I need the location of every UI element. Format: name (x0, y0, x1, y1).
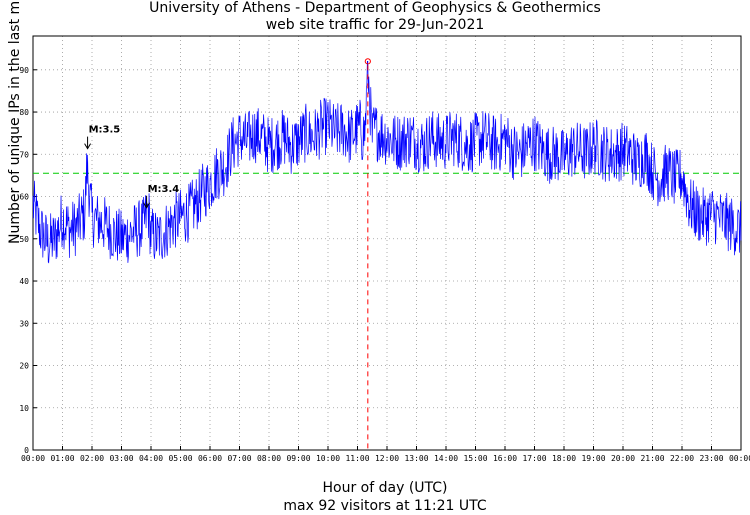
earthquake-annotation-label: M:3.4 (148, 184, 180, 195)
y-tick-label: 60 (19, 193, 29, 202)
max-visitors-caption: max 92 visitors at 11:21 UTC (283, 498, 487, 514)
y-tick-label: 30 (19, 319, 29, 328)
x-tick-label: 11:00 (345, 454, 369, 463)
annotation-arrow-head (143, 202, 151, 209)
y-tick-label: 0 (24, 446, 29, 455)
x-tick-label: 06:00 (198, 454, 222, 463)
x-tick-label: 13:00 (404, 454, 428, 463)
y-tick-label: 70 (19, 150, 29, 159)
x-tick-label: 14:00 (434, 454, 458, 463)
y-tick-label: 80 (19, 108, 29, 117)
x-tick-label: 02:00 (80, 454, 104, 463)
x-tick-label: 10:00 (316, 454, 340, 463)
x-tick-label: 19:00 (581, 454, 605, 463)
y-tick-label: 90 (19, 66, 29, 75)
y-tick-label: 10 (19, 404, 29, 413)
x-tick-label: 01:00 (50, 454, 74, 463)
x-tick-label: 22:00 (670, 454, 694, 463)
chart-subtitle: web site traffic for 29-Jun-2021 (265, 17, 485, 33)
x-tick-label: 21:00 (640, 454, 664, 463)
x-tick-label: 16:00 (493, 454, 517, 463)
x-tick-label: 09:00 (286, 454, 310, 463)
x-tick-label: 20:00 (611, 454, 635, 463)
x-tick-label: 08:00 (257, 454, 281, 463)
x-axis-label: Hour of day (UTC) (322, 480, 448, 496)
x-tick-label: 00:00 (729, 454, 750, 463)
earthquake-annotation-label: M:3.5 (89, 125, 121, 136)
x-tick-label: 00:00 (21, 454, 45, 463)
plot-frame (32, 35, 742, 451)
x-tick-label: 03:00 (109, 454, 133, 463)
x-tick-label: 12:00 (375, 454, 399, 463)
x-tick-label: 23:00 (699, 454, 723, 463)
x-tick-label: 17:00 (522, 454, 546, 463)
x-tick-label: 04:00 (139, 454, 163, 463)
x-tick-label: 07:00 (227, 454, 251, 463)
annotation-arrow-head (84, 143, 92, 150)
y-tick-label: 20 (19, 362, 29, 371)
y-tick-label: 50 (19, 235, 29, 244)
chart-title: University of Athens - Department of Geo… (149, 0, 601, 16)
x-tick-label: 05:00 (168, 454, 192, 463)
traffic-series-line (32, 61, 742, 264)
x-tick-label: 15:00 (463, 454, 487, 463)
x-tick-label: 18:00 (552, 454, 576, 463)
y-tick-label: 40 (19, 277, 29, 286)
max-visitors-marker (364, 58, 371, 65)
